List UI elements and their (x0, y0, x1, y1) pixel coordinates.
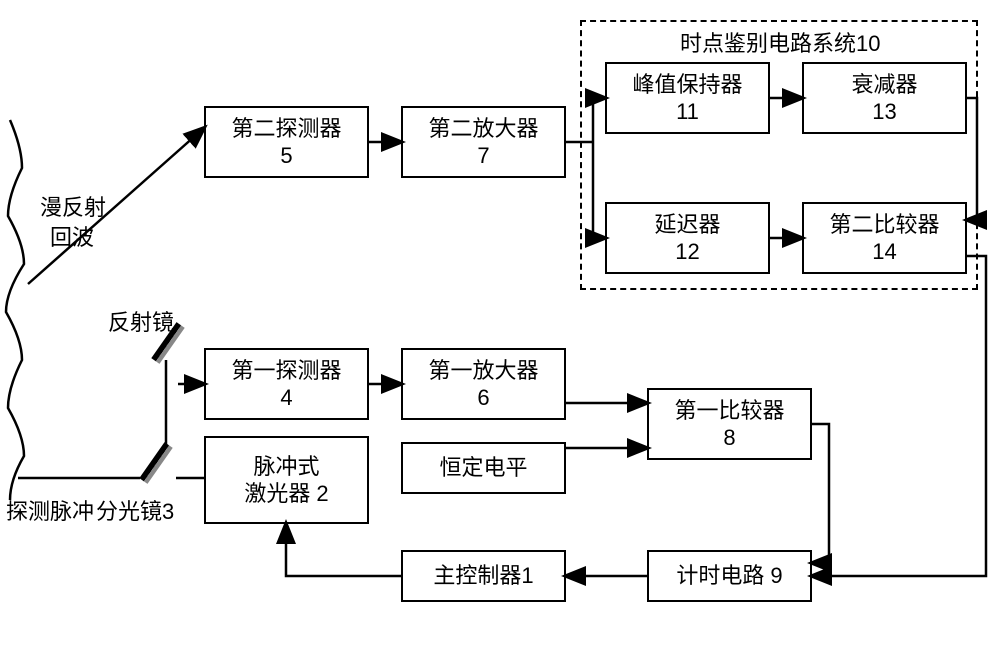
detector1-box: 第一探测器4 (204, 348, 369, 420)
arrow-comp2-to-timer (812, 256, 986, 576)
diagram-canvas: 时点鉴别电路系统10 峰值保持器11 衰减器13 延迟器12 第二比较器14 第… (0, 0, 1000, 648)
diffuse-label-2: 回波 (50, 220, 94, 252)
amplifier2-box: 第二放大器7 (401, 106, 566, 178)
comparator2-box: 第二比较器14 (802, 202, 967, 274)
amplifier1-box: 第一放大器6 (401, 348, 566, 420)
reflect-mirror-label: 反射镜 (108, 305, 174, 337)
arrow-main-to-laser (286, 524, 401, 576)
arrow-comp1-to-timer (812, 424, 829, 563)
comparator1-box: 第一比较器8 (647, 388, 812, 460)
splitter-mirror-icon (139, 442, 172, 484)
const-level-box: 恒定电平 (401, 442, 566, 494)
probe-pulse-label: 探测脉冲 (6, 494, 94, 526)
detector2-box: 第二探测器5 (204, 106, 369, 178)
attenuator-box: 衰减器13 (802, 62, 967, 134)
delay-box: 延迟器12 (605, 202, 770, 274)
splitter-label: 分光镜3 (96, 494, 174, 526)
laser-box: 脉冲式激光器 2 (204, 436, 369, 524)
timer-circuit-box: 计时电路 9 (647, 550, 812, 602)
peak-hold-box: 峰值保持器11 (605, 62, 770, 134)
main-controller-box: 主控制器1 (401, 550, 566, 602)
diffuse-label-1: 漫反射 (40, 190, 106, 222)
timing-discriminator-label: 时点鉴别电路系统10 (680, 26, 880, 58)
